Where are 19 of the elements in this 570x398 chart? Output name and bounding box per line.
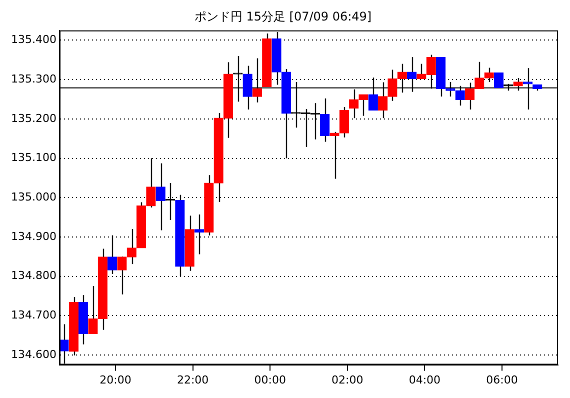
candlestick xyxy=(126,228,136,265)
y-tick-label: 134.600 xyxy=(10,348,56,361)
x-tick-label: 00:00 xyxy=(254,373,286,386)
candlestick xyxy=(339,106,349,138)
x-tick-label: 20:00 xyxy=(100,373,132,386)
x-tick-label: 02:00 xyxy=(332,373,364,386)
y-tick-label: 134.800 xyxy=(10,269,56,282)
y-tick-label: 135.200 xyxy=(10,112,56,125)
y-tick-label: 135.100 xyxy=(10,151,56,164)
y-tick-label: 135.400 xyxy=(10,33,56,46)
x-tick-label: 04:00 xyxy=(408,373,441,386)
y-tick-label: 134.700 xyxy=(10,308,56,322)
x-tick-label: 22:00 xyxy=(176,373,209,386)
y-tick-label: 134.900 xyxy=(10,230,56,243)
chart-title: ポンド円 15分足 [07/09 06:49] xyxy=(194,9,372,24)
y-tick-label: 135.000 xyxy=(10,190,56,204)
x-tick-label: 06:00 xyxy=(486,373,518,386)
y-tick-label: 135.300 xyxy=(10,72,56,86)
candlestick xyxy=(107,234,118,275)
